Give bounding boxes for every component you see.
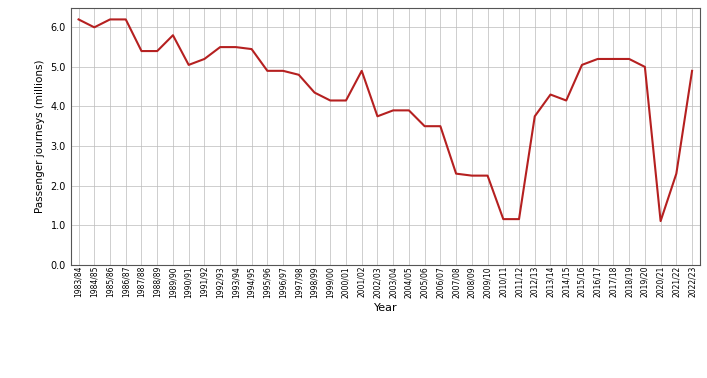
Y-axis label: Passenger journeys (millions): Passenger journeys (millions) — [35, 59, 45, 213]
X-axis label: Year: Year — [373, 303, 397, 313]
